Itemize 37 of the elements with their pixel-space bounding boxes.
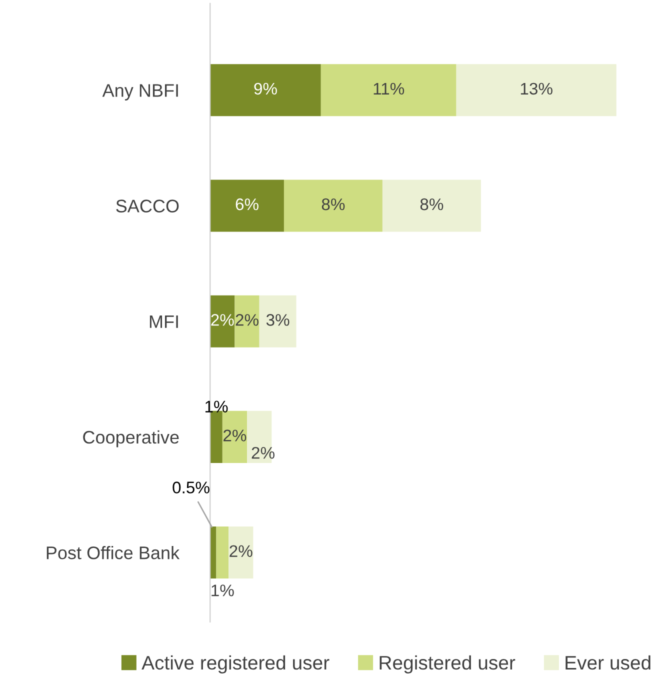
y-tick-label: SACCO <box>116 200 179 212</box>
data-label: 6% <box>236 198 258 210</box>
bar <box>259 295 296 348</box>
data-label: 2% <box>252 446 274 459</box>
data-label: 11% <box>374 82 404 95</box>
y-tick-label: Any NBFI <box>102 84 178 100</box>
data-label: 8% <box>420 198 444 210</box>
bar <box>222 410 248 463</box>
data-label: 1% <box>212 584 234 596</box>
y-tick-label: MFI <box>150 315 178 328</box>
data-label: 2% <box>236 314 258 326</box>
data-label: 8% <box>322 198 345 210</box>
bar <box>228 526 254 579</box>
bar <box>210 526 216 579</box>
data-label: 13% <box>520 82 552 95</box>
y-tick-label: Cooperative <box>83 430 179 448</box>
bar <box>456 64 616 116</box>
bar <box>320 64 456 116</box>
bar <box>382 180 481 232</box>
bar <box>234 295 260 348</box>
legend-label: Ever used <box>566 655 650 670</box>
data-label: 9% <box>254 82 277 95</box>
legend-label: Active registered user <box>142 655 330 674</box>
data-label: 2% <box>211 314 234 326</box>
data-label: 2% <box>230 545 252 557</box>
bar <box>284 180 382 232</box>
bar <box>210 410 222 463</box>
data-label: 3% <box>266 314 290 326</box>
legend-label: Registered user <box>380 655 516 674</box>
data-label: 1% <box>205 400 228 412</box>
bar <box>210 295 235 348</box>
bar <box>216 526 229 579</box>
bar <box>210 64 321 116</box>
bar <box>210 180 284 232</box>
y-tick-label: Post Office Bank <box>46 546 180 560</box>
data-label: 2% <box>224 430 246 442</box>
data-label: 0.5% <box>172 482 210 494</box>
